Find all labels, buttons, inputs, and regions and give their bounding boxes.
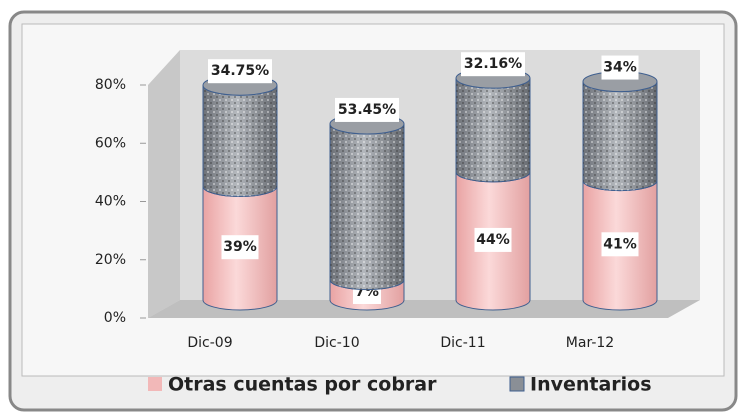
value-label-box	[335, 97, 399, 122]
x-tick-label: Dic-09	[187, 335, 232, 351]
x-tick-label: Dic-11	[440, 335, 485, 351]
y-tick-label: 80%	[95, 77, 126, 93]
texture	[330, 123, 404, 290]
value-label-box	[601, 55, 639, 80]
y-tick-label: 20%	[95, 252, 126, 268]
texture	[203, 85, 277, 197]
legend-swatch	[148, 377, 162, 391]
legend-label: Otras cuentas por cobrar	[168, 374, 437, 396]
value-label-box	[601, 232, 639, 257]
texture	[583, 81, 657, 191]
value-label: 32.16%	[464, 56, 522, 72]
texture	[456, 78, 530, 182]
legend-swatch	[509, 376, 525, 392]
back-wall	[148, 50, 700, 318]
value-label: 41%	[603, 236, 637, 252]
floor	[148, 300, 700, 318]
x-tick-label: Dic-10	[314, 335, 359, 351]
y-tick-label: 0%	[104, 310, 126, 326]
side-wall	[148, 50, 180, 318]
y-tick-label: 60%	[95, 135, 126, 151]
value-label-box	[221, 235, 259, 260]
x-tick-label: Mar-12	[566, 335, 614, 351]
value-label: 34.75%	[211, 63, 269, 79]
value-label-box	[474, 227, 512, 252]
y-tick-label: 40%	[95, 194, 126, 210]
value-label: 39%	[223, 239, 257, 255]
legend-label: Inventarios	[530, 374, 652, 396]
value-label: 44%	[476, 232, 510, 248]
value-label-box	[461, 52, 525, 77]
value-label: 53.45%	[338, 102, 396, 118]
value-label: 34%	[603, 60, 637, 76]
value-label-box	[208, 59, 272, 84]
